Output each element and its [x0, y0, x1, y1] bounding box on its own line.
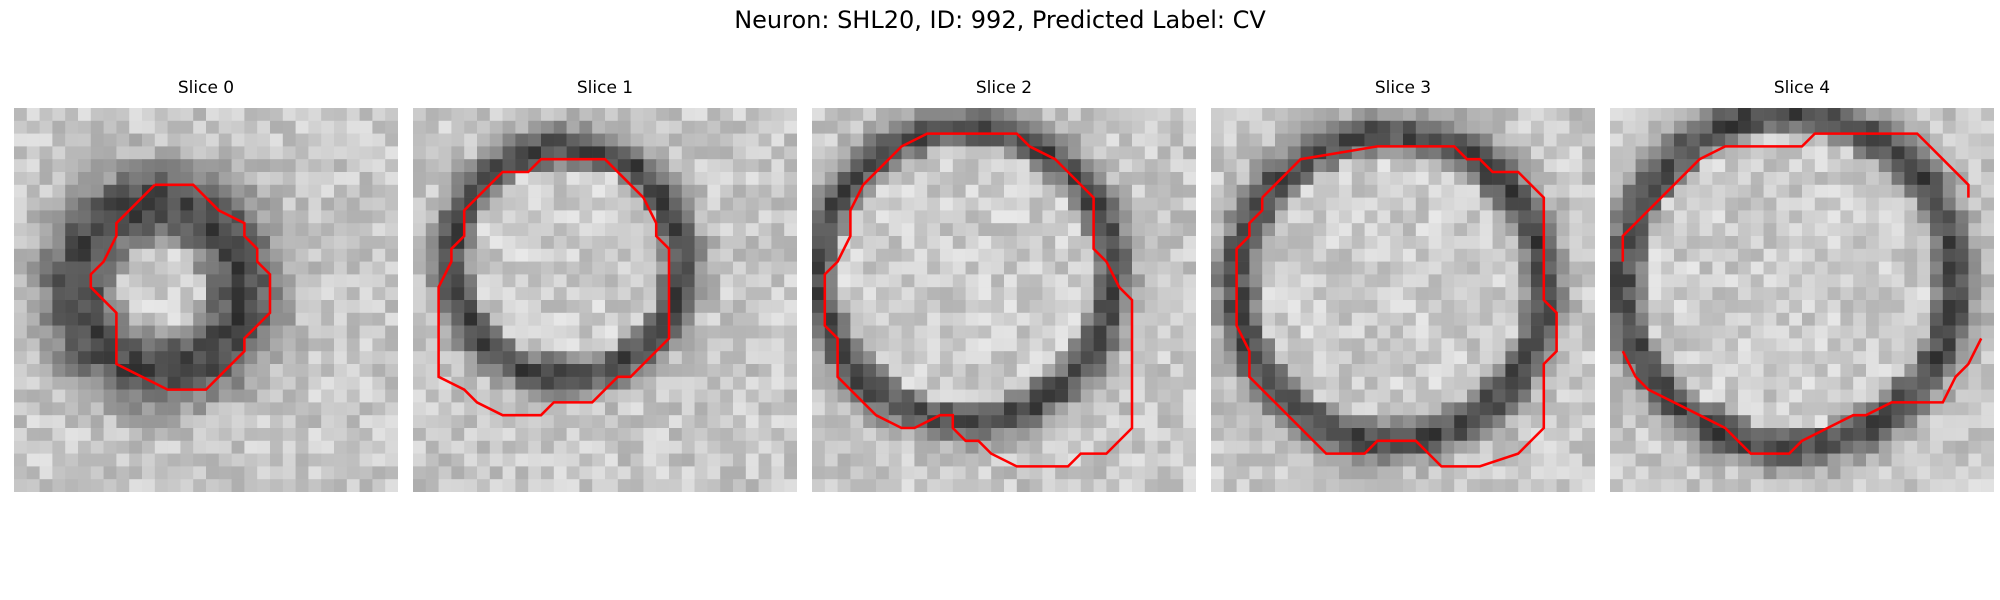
slice-title: Slice 4	[1773, 78, 1831, 98]
segmentation-contour-upper	[1621, 132, 1970, 262]
slice-panel-2: Slice 2	[812, 78, 1196, 492]
em-texture	[1211, 108, 1595, 492]
slice-title: Slice 0	[177, 78, 235, 98]
em-texture	[1610, 108, 1994, 492]
slice-svg	[1211, 108, 1595, 492]
slice-image	[1211, 108, 1595, 492]
slice-panel-4: Slice 4	[1610, 78, 1994, 492]
slice-panel-0: Slice 0	[14, 78, 398, 492]
slice-title: Slice 2	[975, 78, 1033, 98]
slice-title: Slice 3	[1374, 78, 1432, 98]
slice-panel-1: Slice 1	[413, 78, 797, 492]
slice-panel-3: Slice 3	[1211, 78, 1595, 492]
segmentation-contour	[1235, 145, 1558, 468]
figure-title: Neuron: SHL20, ID: 992, Predicted Label:…	[734, 6, 1266, 34]
slice-svg	[1610, 108, 1994, 492]
slice-svg	[14, 108, 398, 492]
slice-title: Slice 1	[576, 78, 634, 98]
segmentation-contour	[823, 132, 1134, 468]
segmentation-contour	[437, 157, 671, 417]
em-texture	[812, 108, 1196, 492]
slice-svg	[413, 108, 797, 492]
slice-image	[1610, 108, 1994, 492]
slice-image	[812, 108, 1196, 492]
slice-image	[413, 108, 797, 492]
segmentation-contour	[89, 183, 272, 391]
segmentation-contour-lower	[1621, 337, 1983, 455]
slice-svg	[812, 108, 1196, 492]
slice-image	[14, 108, 398, 492]
em-texture	[14, 108, 398, 492]
em-texture	[413, 108, 797, 492]
